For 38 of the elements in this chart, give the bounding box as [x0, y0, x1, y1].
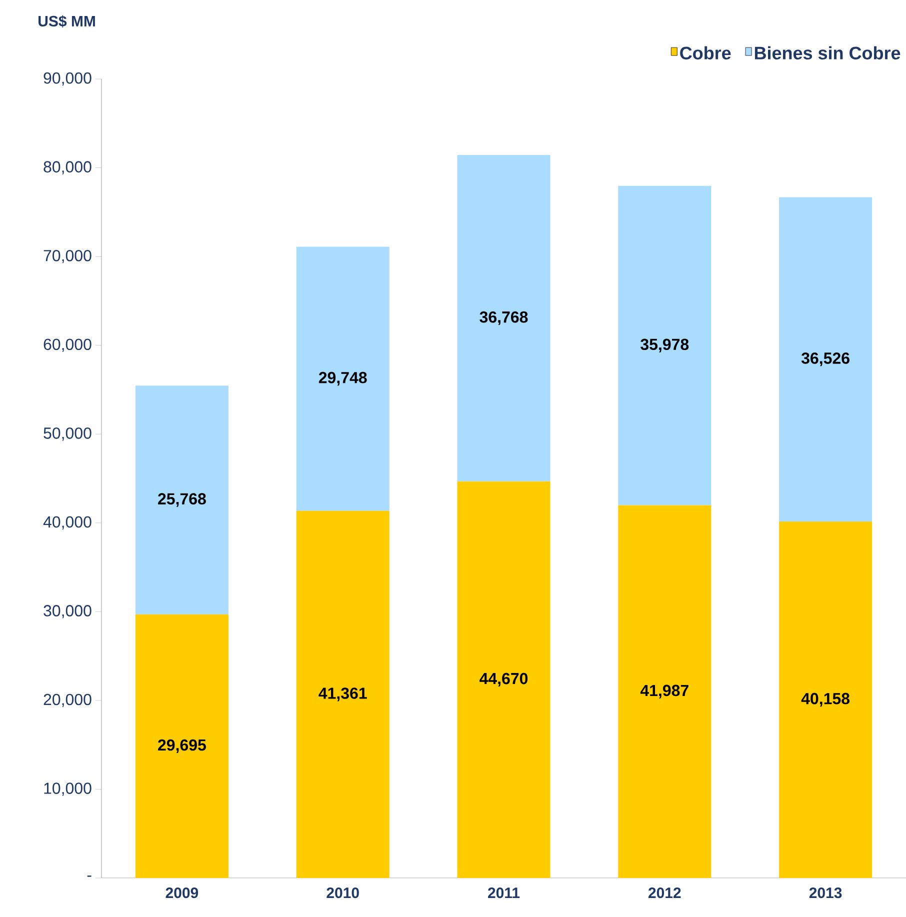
y-tick-label: 10,000: [44, 782, 92, 796]
bar: [296, 246, 390, 511]
y-axis-title: US$ MM: [38, 15, 95, 28]
bar: [457, 155, 550, 482]
x-tick-label: 2012: [648, 888, 681, 898]
bar: [779, 521, 872, 878]
bar: [457, 481, 550, 878]
data-label: 36,526: [801, 352, 850, 366]
x-tick-label: 2013: [809, 888, 842, 898]
data-label: 36,768: [480, 311, 528, 326]
y-tick-label: -: [87, 876, 92, 877]
data-label: 41,361: [318, 688, 367, 702]
legend-label: Cobre: [680, 46, 731, 60]
bar: [779, 197, 872, 522]
data-label: 29,748: [318, 372, 367, 386]
y-tick-label: 80,000: [44, 161, 92, 174]
x-tick-label: 2009: [166, 888, 198, 898]
y-tick-label: 40,000: [43, 516, 92, 530]
data-label: 25,768: [158, 493, 206, 507]
data-label: 41,987: [640, 684, 688, 698]
y-tick-label: 70,000: [44, 250, 92, 264]
bar: [618, 505, 712, 878]
data-label: 29,695: [158, 739, 206, 754]
legend-label: Bienes sin Cobre: [754, 46, 900, 60]
y-tick-label: 50,000: [44, 428, 92, 441]
data-label: 35,978: [640, 338, 689, 352]
bar: [618, 186, 712, 506]
data-label: 44,670: [480, 672, 528, 687]
x-tick-label: 2010: [326, 888, 359, 898]
x-tick-label: 2011: [488, 888, 520, 898]
y-tick-label: 20,000: [44, 694, 92, 708]
bar: [135, 386, 228, 614]
y-tick-label: 30,000: [44, 605, 92, 618]
y-tick-label: 90,000: [44, 72, 92, 86]
data-label: 40,158: [801, 692, 850, 707]
bar: [135, 614, 228, 878]
bar: [296, 510, 390, 878]
y-tick-label: 60,000: [44, 338, 92, 352]
